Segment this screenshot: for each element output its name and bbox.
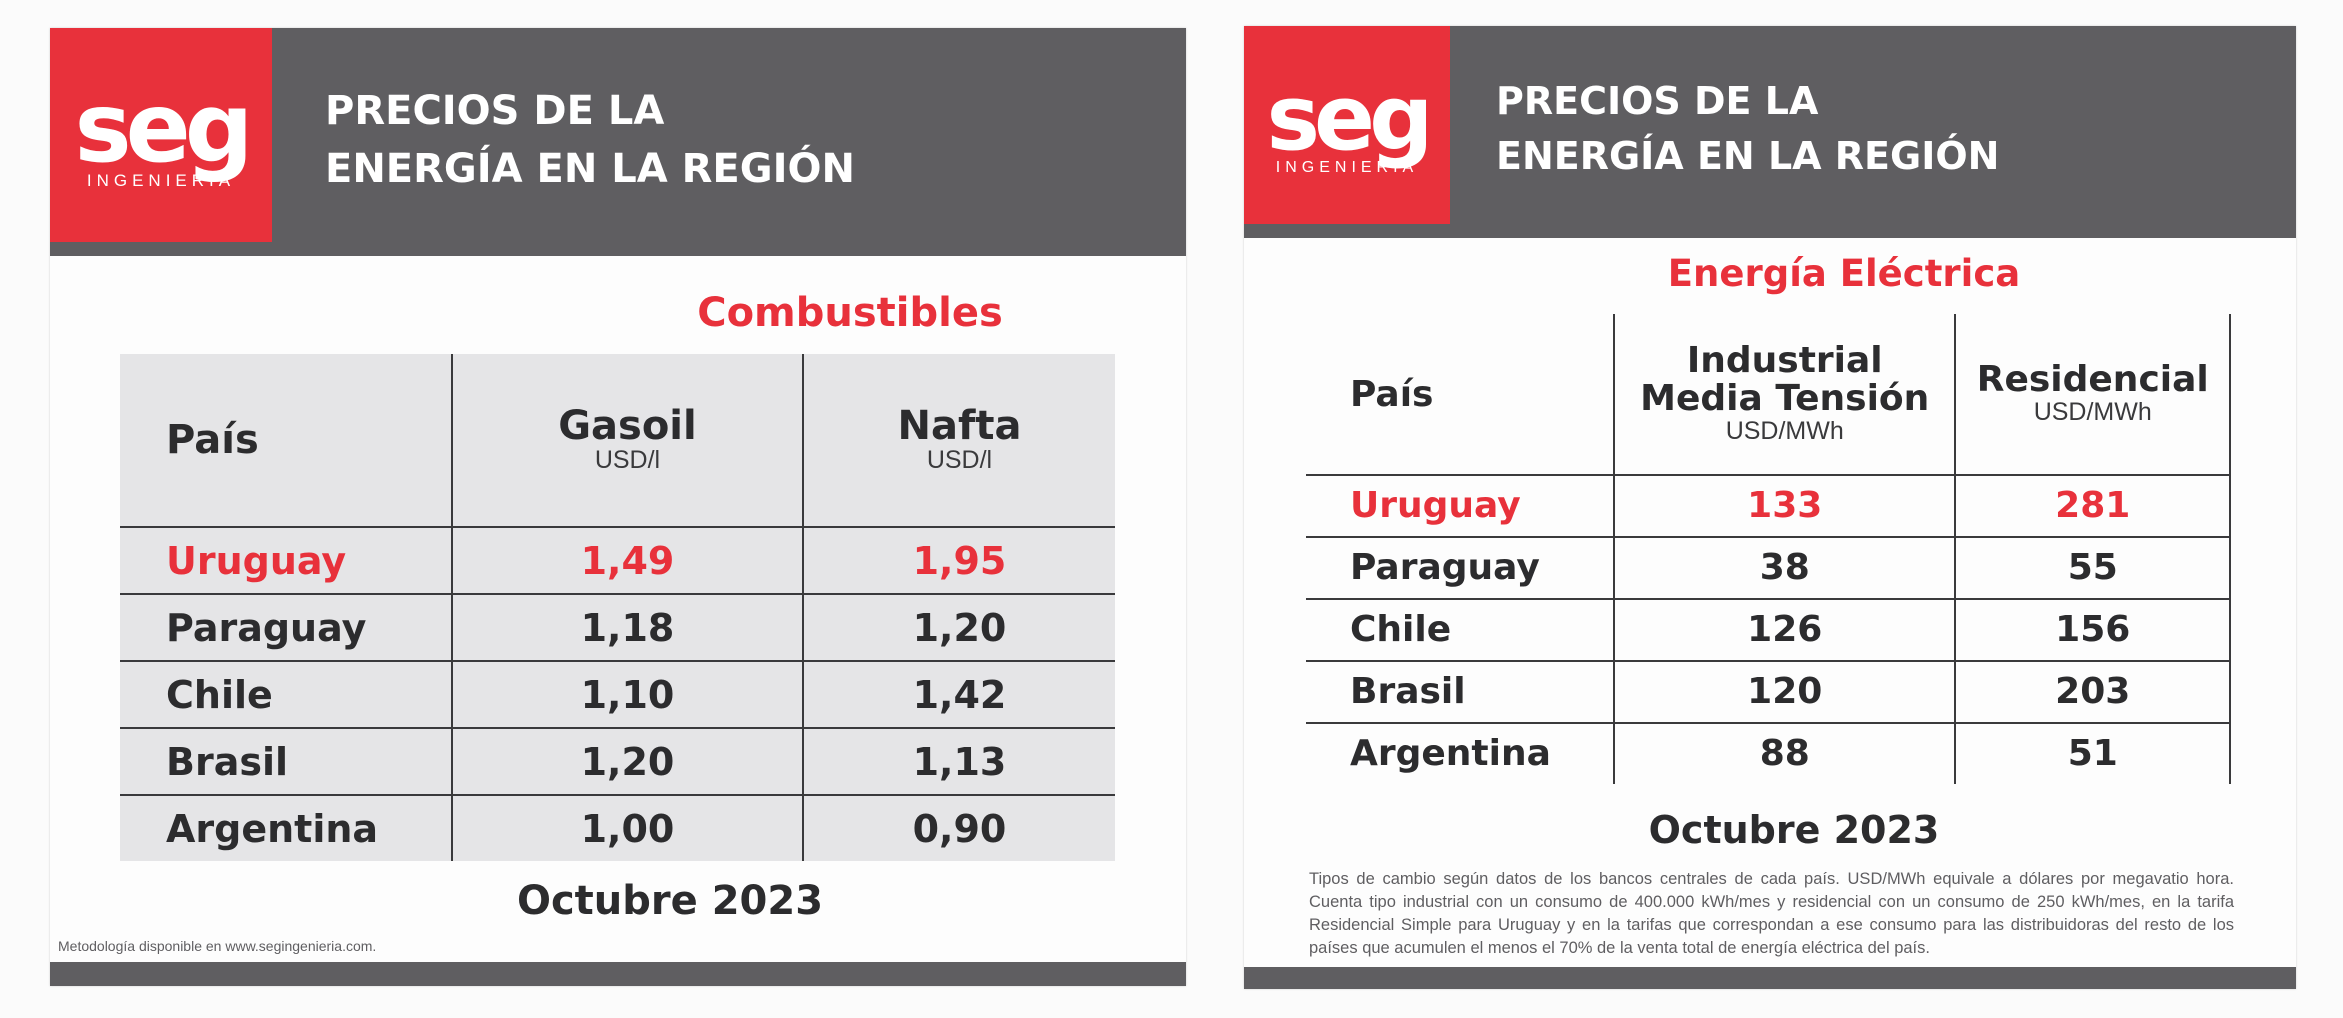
column-header-label: Residencial	[1976, 359, 2209, 401]
electricity-price-table: País Industrial Media Tensión USD/MWh Re…	[1306, 314, 2231, 784]
column-header-industrial: Industrial Media Tensión USD/MWh	[1612, 314, 1956, 475]
industrial-price-cell: 88	[1759, 733, 1810, 774]
table-row: Paraguay 1,18 1,20	[120, 593, 1115, 661]
column-header-country: País	[1306, 314, 1614, 475]
table-row: Brasil 1,20 1,13	[120, 727, 1115, 795]
seg-logo: seg INGENIERIA	[1244, 26, 1450, 224]
header-title-line1: PRECIOS DE LA	[1496, 79, 1819, 123]
nafta-price-cell: 1,13	[912, 739, 1007, 784]
country-cell: Uruguay	[166, 538, 347, 583]
nafta-price-cell: 1,42	[912, 672, 1007, 717]
header-title: PRECIOS DE LA ENERGÍA EN LA REGIÓN	[1496, 74, 1999, 184]
table-header-row: País Gasoil USD/l Nafta USD/l	[120, 354, 1115, 527]
residencial-price-cell: 281	[2055, 485, 2131, 526]
fuel-prices-card: seg INGENIERIA PRECIOS DE LA ENERGÍA EN …	[50, 28, 1186, 986]
column-header-unit: USD/MWh	[1725, 417, 1844, 446]
country-cell: Chile	[166, 672, 273, 717]
country-cell: Brasil	[1350, 671, 1466, 712]
nafta-price-cell: 0,90	[912, 806, 1007, 851]
country-cell: Argentina	[166, 806, 379, 851]
column-header-nafta: Nafta USD/l	[801, 354, 1115, 527]
logo-subtitle: INGENIERIA	[86, 171, 236, 190]
table-row: Argentina 1,00 0,90	[120, 794, 1115, 861]
column-header-unit: USD/l	[594, 446, 661, 475]
industrial-price-cell: 133	[1747, 485, 1823, 526]
header-title-line1: PRECIOS DE LA	[325, 88, 665, 134]
gasoil-price-cell: 1,18	[580, 605, 675, 650]
logo-wordmark: seg	[1266, 66, 1433, 171]
country-cell: Chile	[1350, 609, 1452, 650]
logo-subtitle: INGENIERIA	[1275, 159, 1419, 176]
table-row: Uruguay 1,49 1,95	[120, 526, 1115, 594]
gasoil-price-cell: 1,49	[580, 538, 675, 583]
section-title-electric: Energía Eléctrica	[1667, 252, 2021, 295]
column-header-label: Gasoil	[558, 403, 697, 450]
country-cell: Paraguay	[166, 605, 367, 650]
header-title: PRECIOS DE LA ENERGÍA EN LA REGIÓN	[325, 82, 855, 198]
column-header-country: País	[120, 354, 452, 527]
fuel-price-table: País Gasoil USD/l Nafta USD/l Uruguay 1,…	[120, 354, 1115, 861]
industrial-price-cell: 126	[1747, 609, 1823, 650]
table-row: Chile 126 156	[1306, 598, 2231, 661]
residencial-price-cell: 51	[2067, 733, 2118, 774]
country-cell: Uruguay	[1350, 485, 1521, 526]
column-header-unit: USD/MWh	[2033, 398, 2152, 427]
table-row: Chile 1,10 1,42	[120, 660, 1115, 728]
column-header-label: País	[1350, 373, 1434, 415]
column-header-gasoil: Gasoil USD/l	[451, 354, 803, 527]
header-title-line2: ENERGÍA EN LA REGIÓN	[325, 146, 855, 192]
table-row: Brasil 120 203	[1306, 660, 2231, 723]
table-header-row: País Industrial Media Tensión USD/MWh Re…	[1306, 314, 2231, 475]
table-row: Uruguay 133 281	[1306, 474, 2231, 537]
footer-bar	[1244, 967, 2296, 989]
table-row: Paraguay 38 55	[1306, 536, 2231, 599]
card-header: seg INGENIERIA PRECIOS DE LA ENERGÍA EN …	[50, 28, 1186, 256]
country-cell: Argentina	[1350, 733, 1551, 774]
gasoil-price-cell: 1,00	[580, 806, 675, 851]
residencial-price-cell: 203	[2055, 671, 2131, 712]
card-header: seg INGENIERIA PRECIOS DE LA ENERGÍA EN …	[1244, 26, 2296, 238]
column-header-label: Industrial	[1686, 340, 1883, 382]
table-row: Argentina 88 51	[1306, 722, 2231, 784]
industrial-price-cell: 38	[1759, 547, 1810, 588]
logo-wordmark: seg	[74, 72, 254, 184]
country-cell: Brasil	[166, 739, 289, 784]
column-header-label: País	[166, 417, 259, 463]
column-header-label: Nafta	[897, 403, 1022, 450]
header-title-line2: ENERGÍA EN LA REGIÓN	[1496, 134, 2000, 179]
residencial-price-cell: 55	[2067, 547, 2118, 588]
column-header-label-line2: Media Tensión	[1640, 378, 1930, 420]
methodology-note: Tipos de cambio según datos de los banco…	[1309, 870, 2234, 958]
gasoil-price-cell: 1,10	[580, 672, 675, 717]
period-label: Octubre 2023	[1648, 808, 1940, 852]
seg-logo: seg INGENIERIA	[50, 28, 272, 242]
column-header-unit: USD/l	[926, 446, 993, 475]
methodology-note: Metodología disponible en www.segingenie…	[58, 938, 377, 954]
section-title-fuel: Combustibles	[697, 290, 1003, 336]
industrial-price-cell: 120	[1747, 671, 1823, 712]
electricity-prices-card: seg INGENIERIA PRECIOS DE LA ENERGÍA EN …	[1244, 26, 2296, 989]
country-cell: Paraguay	[1350, 547, 1540, 588]
period-label: Octubre 2023	[516, 878, 824, 924]
footer-bar	[50, 962, 1186, 986]
residencial-price-cell: 156	[2055, 609, 2131, 650]
nafta-price-cell: 1,20	[912, 605, 1007, 650]
column-header-residencial: Residencial USD/MWh	[1954, 314, 2231, 475]
gasoil-price-cell: 1,20	[580, 739, 675, 784]
nafta-price-cell: 1,95	[912, 538, 1007, 583]
